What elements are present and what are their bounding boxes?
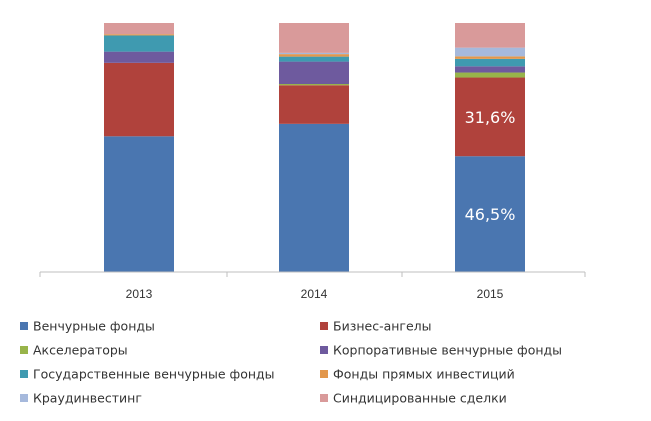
legend-swatch-1 <box>20 322 28 330</box>
bar-2013-series-5 <box>104 35 174 52</box>
bar-2015-series-1 <box>455 156 525 272</box>
legend-swatch-4 <box>320 346 328 354</box>
legend-swatch-8 <box>320 394 328 402</box>
bar-2014-series-2 <box>279 85 349 124</box>
legend-label-3: Акселераторы <box>33 343 128 358</box>
bar-2014-series-8 <box>279 23 349 53</box>
x-tick-marks <box>39 272 586 277</box>
x-tick-label-2015: 2015 <box>477 287 504 301</box>
legend-label-4: Корпоративные венчурные фонды <box>333 343 562 358</box>
bar-2015-series-6 <box>455 56 525 59</box>
bar-2015-series-7 <box>455 47 525 57</box>
legend-label-2: Бизнес-ангелы <box>333 319 432 334</box>
bar-2015-series-5 <box>455 58 525 67</box>
x-tick-label-2014: 2014 <box>301 287 328 301</box>
legend-label-8: Синдицированные сделки <box>333 391 507 406</box>
bar-2013-series-4 <box>104 51 174 63</box>
x-tick-labels: 2013 2014 2015 <box>126 287 504 301</box>
data-label-2015-2: 31,6% <box>465 108 516 127</box>
legend-label-6: Фонды прямых инвестиций <box>333 367 515 382</box>
bar-2014-series-4 <box>279 61 349 85</box>
bar-2014-series-5 <box>279 56 349 62</box>
bars-group <box>104 23 525 272</box>
legend-swatch-6 <box>320 370 328 378</box>
legend-swatch-5 <box>20 370 28 378</box>
bar-2014-series-1 <box>279 123 349 272</box>
data-labels: 46,5% 31,6% <box>465 108 516 224</box>
bar-2013-series-2 <box>104 62 174 137</box>
bar-2015-series-2 <box>455 77 525 157</box>
legend-swatch-3 <box>20 346 28 354</box>
legend: Венчурные фонды Бизнес-ангелы Акселераторы… <box>20 319 562 406</box>
bar-2015-series-4 <box>455 66 525 73</box>
legend-label-7: Краудинвестинг <box>33 391 142 406</box>
legend-label-1: Венчурные фонды <box>33 319 155 334</box>
data-label-2015-1: 46,5% <box>465 205 516 224</box>
bar-2013-series-8 <box>104 23 174 35</box>
bar-2013-series-1 <box>104 136 174 272</box>
bar-2014-series-6 <box>279 54 349 57</box>
legend-swatch-7 <box>20 394 28 402</box>
bar-2015-series-3 <box>455 72 525 78</box>
legend-swatch-2 <box>320 322 328 330</box>
legend-label-5: Государственные венчурные фонды <box>33 367 275 382</box>
bar-2013-series-6 <box>104 34 174 36</box>
bar-2014-series-7 <box>279 52 349 55</box>
x-tick-label-2013: 2013 <box>126 287 153 301</box>
bar-2014-series-3 <box>279 84 349 86</box>
bar-2015-series-8 <box>455 23 525 48</box>
